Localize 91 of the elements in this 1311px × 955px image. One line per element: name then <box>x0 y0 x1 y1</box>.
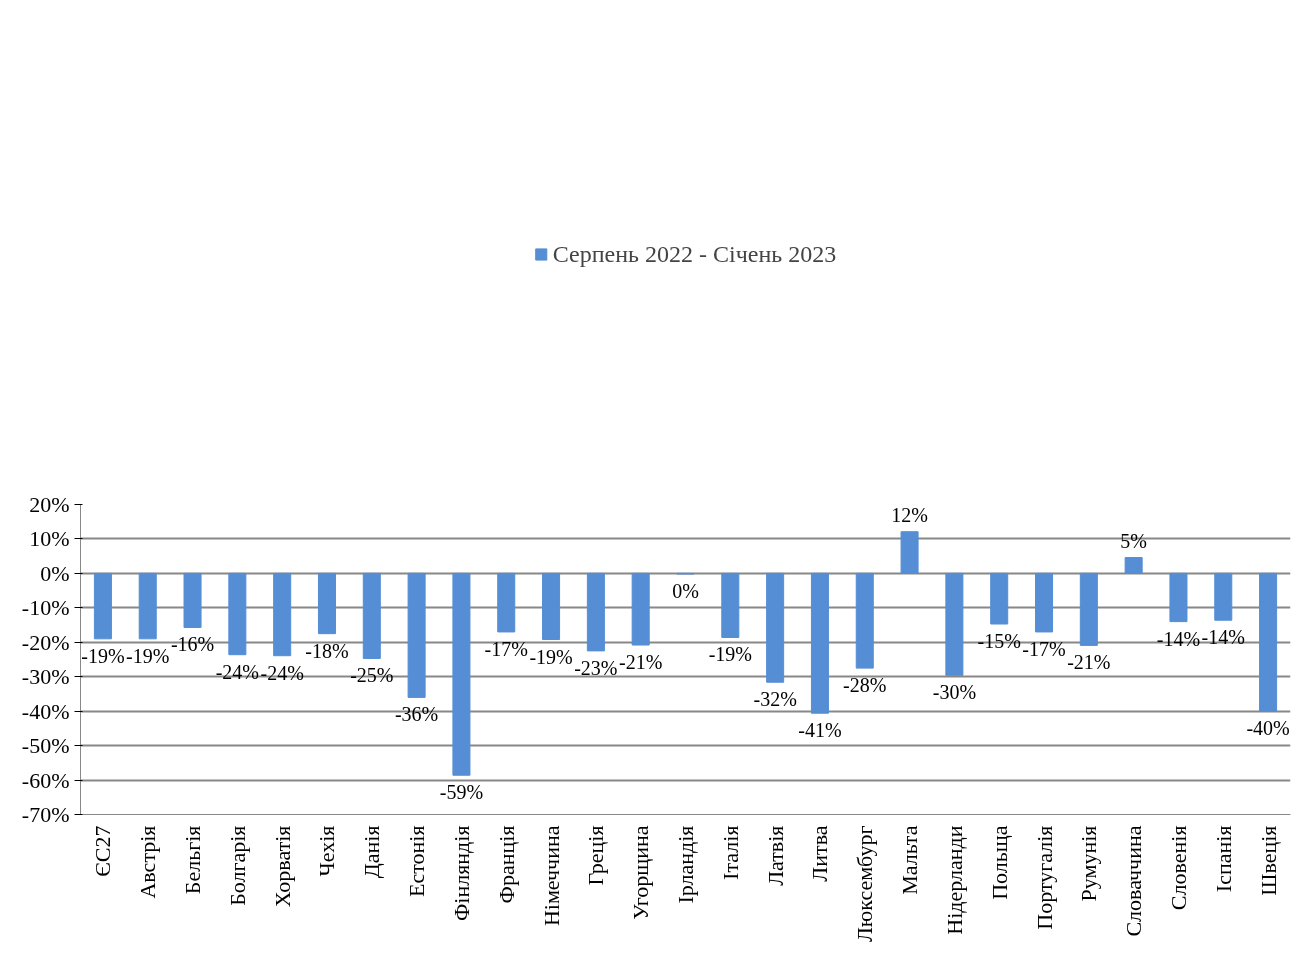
bar <box>631 572 650 646</box>
data-label: -19% <box>126 644 170 667</box>
x-tick-label: Угорщина <box>628 825 654 920</box>
x-tick-label: Португалія <box>1031 825 1057 930</box>
data-label: -19% <box>708 643 752 666</box>
bar <box>317 572 336 635</box>
x-tick-label: Данія <box>359 825 385 879</box>
data-label: -21% <box>1067 651 1111 674</box>
bar <box>362 572 381 659</box>
y-tick-label: -60% <box>21 767 70 793</box>
bar <box>1035 572 1054 633</box>
bar <box>990 572 1009 625</box>
x-tick-label: Німеччина <box>538 825 564 927</box>
bar <box>1079 572 1098 646</box>
data-label: -36% <box>394 703 439 726</box>
data-label: -17% <box>1022 637 1066 660</box>
x-tick-label: Мальта <box>897 825 923 895</box>
data-label: -19% <box>529 645 573 668</box>
x-tick-label: Італія <box>717 825 743 880</box>
y-tick-label: -40% <box>21 698 70 724</box>
bar <box>1169 572 1188 623</box>
y-tick-label: -10% <box>21 595 70 621</box>
y-tick-label: -20% <box>21 629 70 655</box>
bar <box>586 572 605 652</box>
bar <box>766 572 785 683</box>
x-tick-label: Люксембург <box>852 825 878 943</box>
x-tick-label: Чехія <box>314 825 340 877</box>
x-tick-label: Латвія <box>762 825 788 886</box>
x-tick-label: Болгарія <box>224 825 250 906</box>
data-label: -17% <box>484 637 528 660</box>
bar <box>407 572 426 698</box>
x-tick-label: Греція <box>583 825 609 886</box>
x-tick-label: Литва <box>807 825 833 882</box>
x-tick-label: Нідерланди <box>941 825 967 935</box>
bar <box>273 572 292 657</box>
data-label: -41% <box>798 719 842 742</box>
bar <box>1124 557 1143 574</box>
x-tick-label: Польща <box>986 825 1012 900</box>
bar <box>228 572 247 656</box>
data-label: -14% <box>1201 626 1245 649</box>
data-label: -30% <box>932 681 977 704</box>
bar <box>183 572 202 628</box>
data-label: 12% <box>891 503 928 526</box>
x-tick-label: Іспанія <box>1210 825 1236 893</box>
y-tick-label: -70% <box>21 802 70 827</box>
bar <box>138 572 157 640</box>
x-tick-label: Ірландія <box>673 825 698 904</box>
y-tick-label: 20% <box>29 492 70 517</box>
x-tick-label: Естонія <box>404 825 430 898</box>
x-tick-label: Швеція <box>1255 825 1281 896</box>
x-tick-label: Франція <box>493 825 519 904</box>
x-tick-label: Словенія <box>1165 825 1191 911</box>
x-tick-label: ЄС27 <box>90 825 116 877</box>
bar <box>855 572 874 669</box>
data-label: -16% <box>170 633 215 656</box>
bar <box>1214 572 1233 621</box>
data-label: -24% <box>260 661 304 684</box>
x-tick-label: Фінляндія <box>448 825 474 922</box>
data-label: -32% <box>753 688 797 711</box>
bar <box>900 531 919 574</box>
data-label: -25% <box>350 664 394 687</box>
x-tick-label: Бельгія <box>180 825 206 895</box>
bar <box>721 572 740 638</box>
data-label: -40% <box>1246 717 1290 740</box>
data-label: -59% <box>439 781 484 804</box>
x-tick-label: Словаччина <box>1121 825 1147 937</box>
data-label: 0% <box>672 580 699 603</box>
data-label: 5% <box>1120 529 1147 552</box>
y-tick-label: 0% <box>40 560 70 586</box>
data-label: -14% <box>1156 627 1201 650</box>
data-label: -18% <box>305 639 349 662</box>
bar <box>1259 572 1278 712</box>
legend-label: Серпень 2022 - Січень 2023 <box>552 240 837 268</box>
x-tick-label: Румунія <box>1076 825 1102 902</box>
data-label: -24% <box>215 660 260 683</box>
bar <box>497 572 516 633</box>
bar <box>810 572 829 714</box>
data-label: -23% <box>574 656 618 679</box>
x-tick-label: Австрія <box>135 825 161 899</box>
bar <box>93 572 112 640</box>
bar <box>452 572 471 776</box>
data-label: -15% <box>977 630 1021 653</box>
data-label: -28% <box>843 674 887 697</box>
y-tick-label: 10% <box>29 526 70 552</box>
bar <box>945 572 964 676</box>
y-tick-label: -50% <box>21 733 70 759</box>
y-tick-label: -30% <box>21 664 70 690</box>
data-label: -21% <box>619 651 663 674</box>
bar <box>542 572 561 641</box>
data-label: -19% <box>81 644 125 667</box>
x-tick-label: Хорватія <box>269 825 295 908</box>
